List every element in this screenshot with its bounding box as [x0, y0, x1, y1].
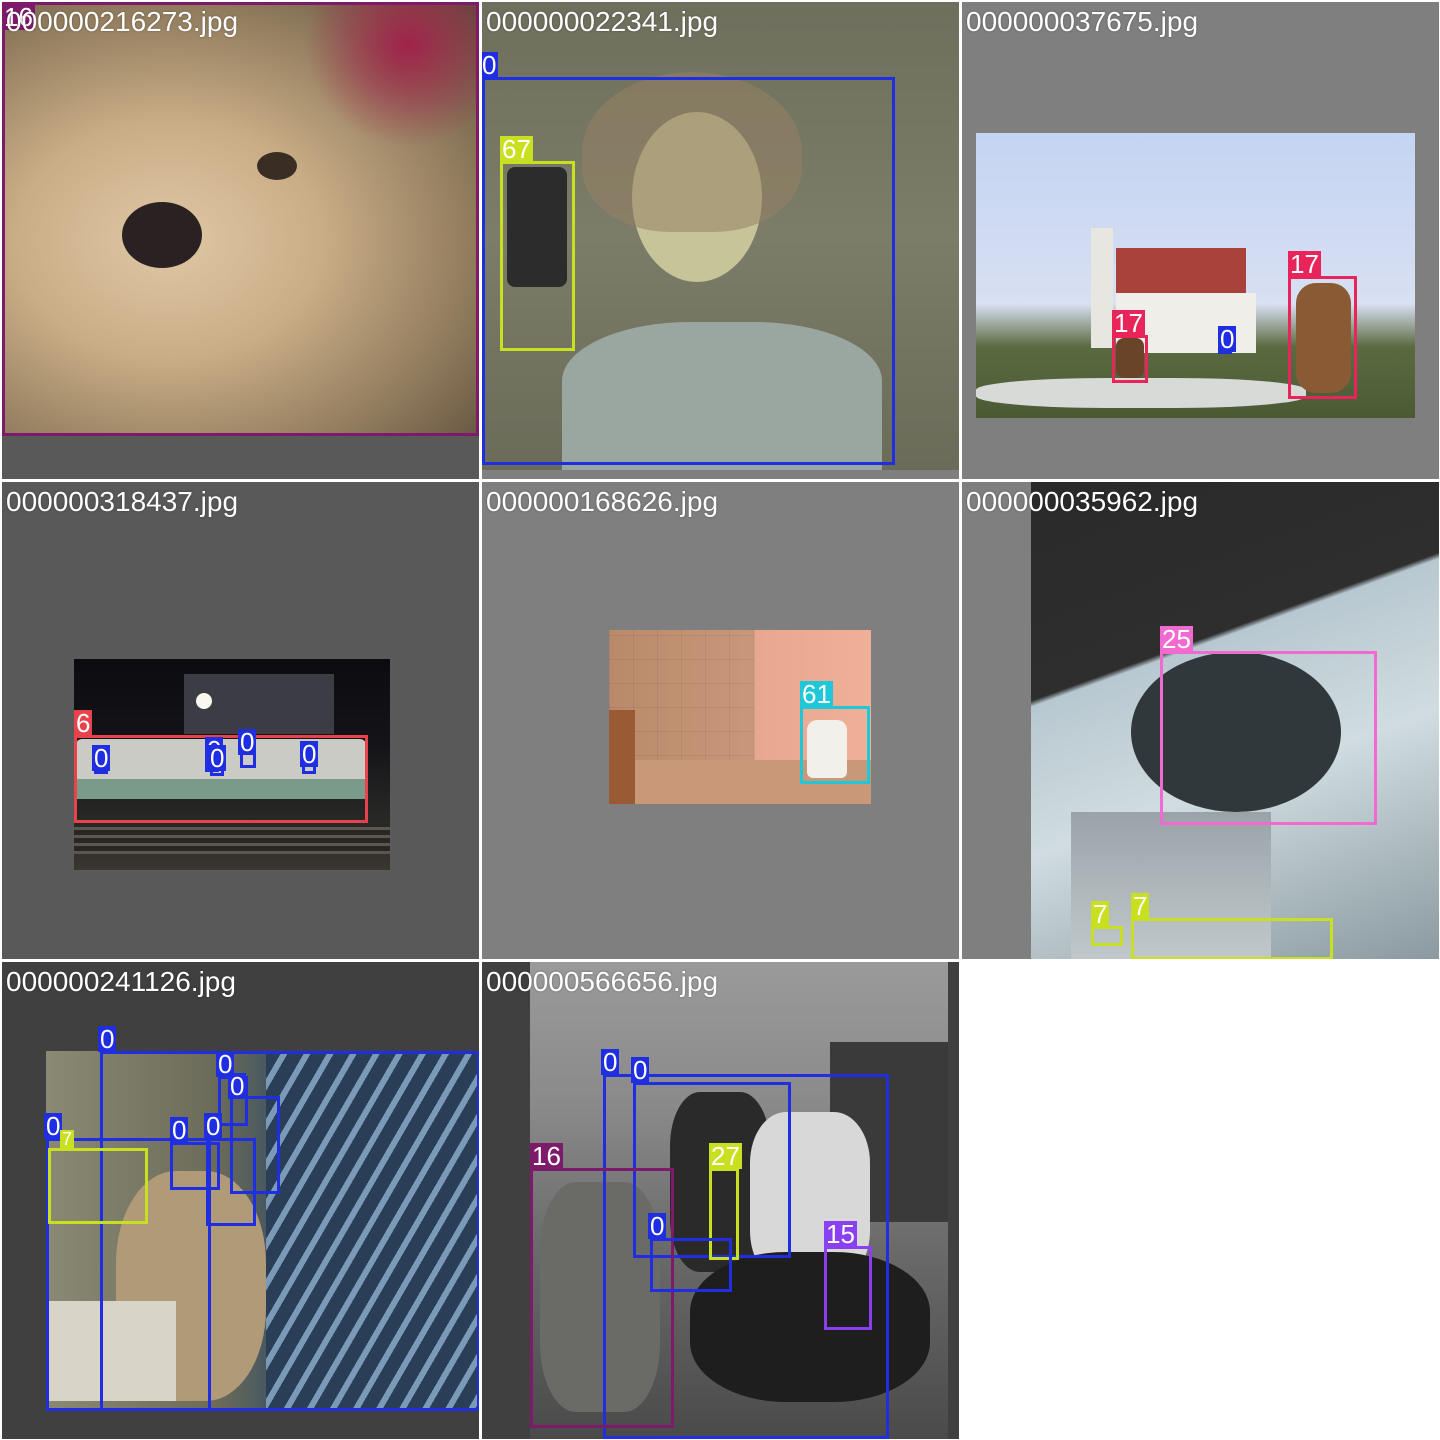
bbox-label: 0 [1218, 324, 1237, 354]
bbox-label: 7 [60, 1129, 75, 1149]
tile-photo-selfie [482, 2, 959, 470]
bbox-cell-phone [500, 161, 575, 351]
mosaic-tile-5: 61 000000168626.jpg [482, 482, 959, 959]
bbox-train [48, 1148, 148, 1224]
bbox-label: 7 [1091, 899, 1110, 929]
bbox-label: 17 [1112, 308, 1145, 338]
bbox-train [74, 735, 368, 823]
bbox-person [482, 77, 895, 465]
bbox-person [100, 1051, 479, 1411]
bbox-person [650, 1238, 732, 1292]
dog [540, 1182, 660, 1412]
mosaic-tile-2: 0 67 000000022341.jpg [482, 2, 959, 479]
bbox-person [46, 1138, 211, 1411]
bbox-label: 0 [228, 1071, 247, 1101]
bbox-label: 0 [204, 1111, 223, 1141]
bbox-person [206, 1138, 256, 1226]
snow-patch [976, 378, 1306, 408]
mosaic-tile-4: 6 0 0 0 0 0 000000318437.jpg [2, 482, 479, 959]
bbox-label: 0 [300, 739, 319, 769]
tile-filename: 000000318437.jpg [6, 486, 239, 517]
bbox-truck [1091, 926, 1123, 946]
tile-filename: 000000035962.jpg [966, 486, 1199, 517]
newspaper [46, 1301, 176, 1401]
tile-photo-umbrella [1031, 482, 1439, 959]
toilet [807, 720, 847, 778]
tile-filename: 000000241126.jpg [6, 966, 236, 997]
bbox-person [170, 1142, 220, 1190]
tile-photo-bathroom [609, 630, 871, 804]
bbox-label: 27 [709, 1141, 742, 1171]
church-tower [1091, 228, 1113, 348]
bbox-label: 0 [208, 743, 227, 773]
bbox-umbrella [1160, 651, 1377, 825]
church-roof [1116, 248, 1246, 293]
phone [507, 167, 567, 287]
tile-photo-commuters [46, 1051, 479, 1409]
mosaic-tile-7: 0 0 0 0 0 0 7 000000241126.jpg [2, 962, 479, 1439]
tile-filename: 000000022341.jpg [486, 6, 719, 37]
striped-shirt [266, 1051, 479, 1409]
woman-top [562, 322, 882, 470]
bbox-label: 0 [44, 1111, 63, 1141]
train-stripe [76, 779, 366, 799]
mosaic-tile-8: 0 0 16 27 0 15 000000566656.jpg [482, 962, 959, 1439]
bbox-label: 0 [648, 1211, 667, 1241]
bbox-label: 7 [1131, 891, 1150, 921]
tile-photo-train [74, 659, 390, 870]
mosaic-tile-1: 16 000000216273.jpg [2, 2, 479, 479]
tile-filename: 000000566656.jpg [486, 966, 719, 997]
bbox-label: 17 [1288, 249, 1321, 279]
tile-filename: 000000168626.jpg [486, 486, 719, 517]
bbox-label: 61 [800, 679, 833, 709]
bbox-dog [530, 1168, 674, 1428]
horse-left [1116, 338, 1144, 378]
bbox-label: 25 [1160, 624, 1193, 654]
tile-filename: 000000037675.jpg [966, 6, 1199, 37]
bbox-label: 0 [601, 1047, 620, 1077]
bbox-label: 67 [500, 134, 533, 164]
empty-mosaic-slot [962, 962, 1439, 1439]
bbox-cat [824, 1246, 872, 1330]
bbox-toilet [800, 706, 870, 784]
bbox-tie [709, 1168, 739, 1260]
woman-hair [582, 72, 802, 232]
bbox-horse [1288, 276, 1357, 399]
bbox-dog [2, 2, 479, 436]
bbox-label: 16 [530, 1141, 563, 1171]
bbox-label: 6 [74, 708, 93, 738]
bbox-horse [1112, 335, 1148, 383]
tile-photo-dog [2, 2, 479, 436]
bbox-truck [1131, 918, 1333, 959]
dog-eye [257, 152, 297, 180]
horse-right [1296, 283, 1351, 393]
bbox-label: 16 [2, 2, 35, 32]
bbox-label: 0 [631, 1055, 650, 1085]
bbox-label: 0 [216, 1049, 235, 1079]
tile-filename: 000000216273.jpg [6, 6, 239, 37]
umbrella [1131, 652, 1341, 812]
bbox-label: 0 [92, 743, 111, 773]
rails [74, 824, 390, 854]
cabinet [609, 710, 635, 804]
mosaic-tile-3: 17 17 0 000000037675.jpg [962, 2, 1439, 479]
bbox-person [603, 1074, 889, 1439]
dog-nose [122, 202, 202, 268]
street-light [196, 693, 212, 709]
bbox-label: 15 [824, 1219, 857, 1249]
buildings [1071, 812, 1271, 959]
bbox-label: 0 [482, 50, 499, 80]
bbox-label: 0 [98, 1024, 117, 1054]
mosaic-tile-6: 25 7 7 000000035962.jpg [962, 482, 1439, 959]
bbox-label: 0 [170, 1115, 189, 1145]
bbox-label: 0 [238, 727, 257, 757]
